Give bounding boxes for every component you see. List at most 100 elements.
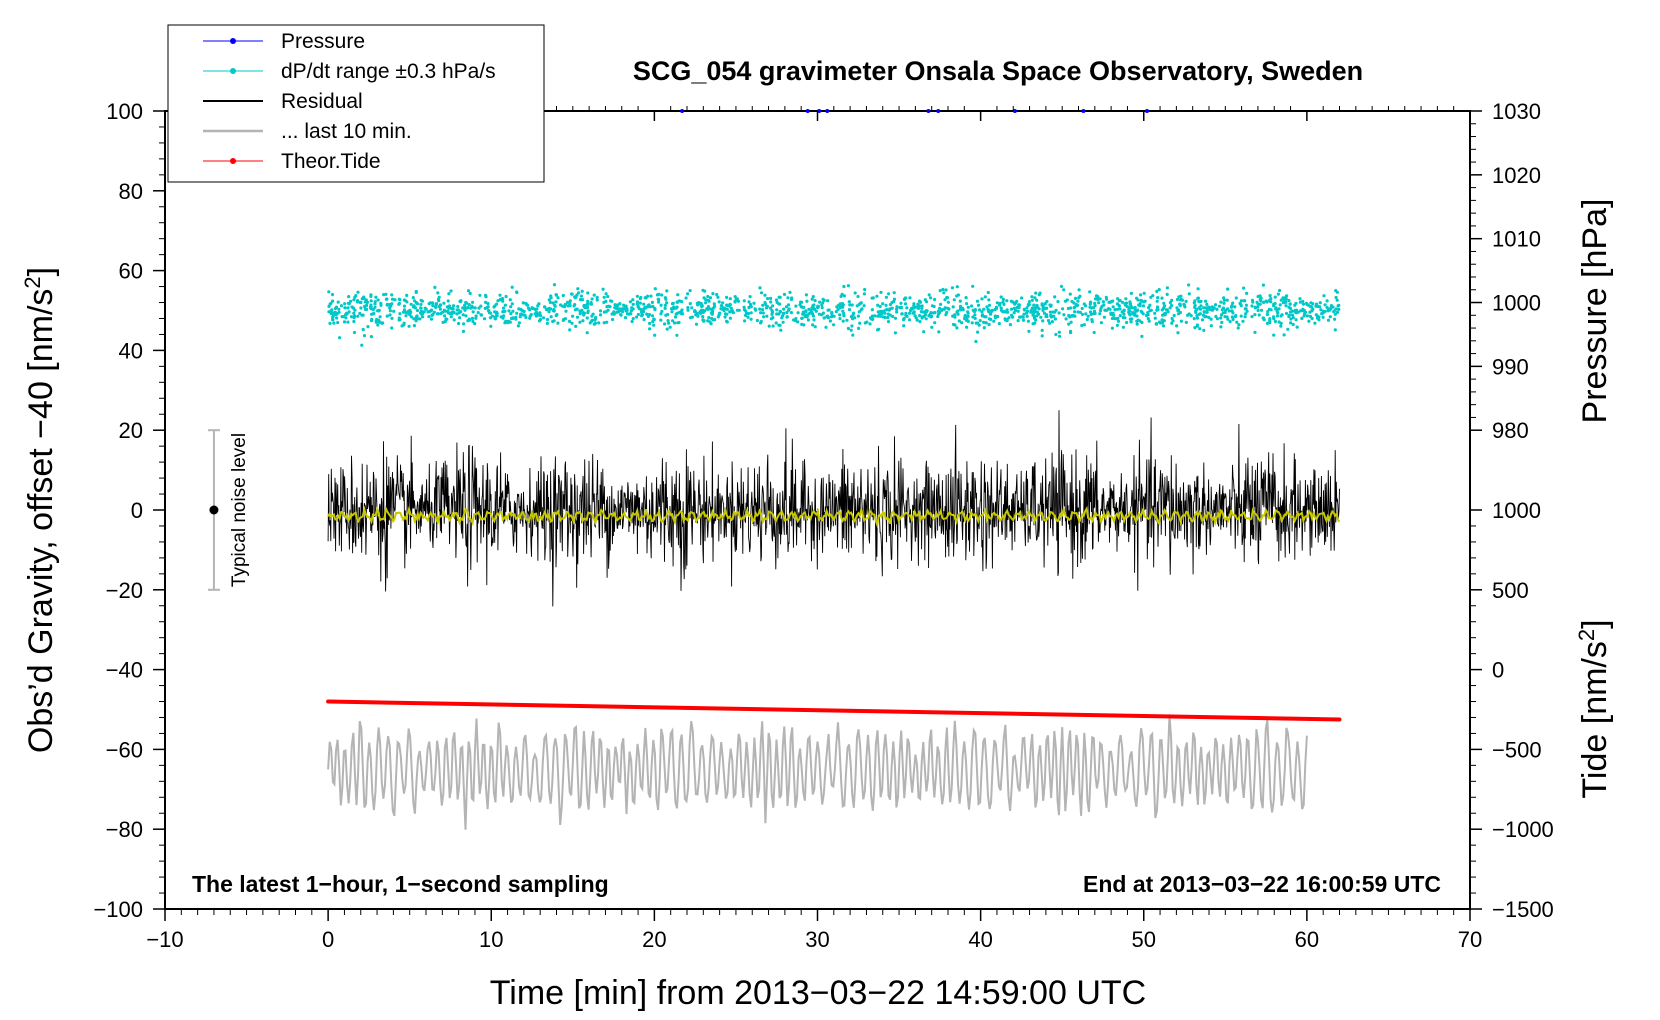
dpdt-point [1335,298,1339,302]
dpdt-point [1257,313,1261,317]
dpdt-point [1195,314,1199,318]
dpdt-point [459,310,463,314]
dpdt-point [515,311,519,315]
dpdt-point [610,299,614,303]
dpdt-point [1268,294,1272,298]
dpdt-point [936,314,940,319]
dpdt-point [356,299,360,303]
dpdt-point [1170,321,1174,325]
dpdt-point [1044,314,1048,319]
dpdt-point [806,318,811,322]
dpdt-point [1026,303,1030,307]
dpdt-point [709,307,713,311]
dpdt-point [356,290,360,294]
dpdt-point [749,302,753,307]
dpdt-point [1208,307,1212,312]
dpdt-point [574,295,578,299]
dpdt-point [842,294,847,298]
dpdt-point [853,291,857,295]
pressure-point [1012,109,1017,113]
dpdt-point [585,316,589,320]
dpdt-point [1259,296,1263,300]
dpdt-point [1016,309,1020,313]
dpdt-point [1277,320,1281,324]
dpdt-point [590,297,594,301]
dpdt-point [354,294,358,298]
dpdt-point [1289,317,1293,321]
dpdt-point [1099,321,1103,325]
residual-smoothed-line [327,505,1341,529]
dpdt-point [912,304,916,308]
dpdt-point [331,318,335,322]
dpdt-point [1050,320,1054,324]
dpdt-point [390,297,395,301]
dpdt-point [812,318,816,322]
dpdt-point [669,307,674,311]
dpdt-point [551,309,556,313]
dpdt-point [918,299,922,303]
dpdt-point [1057,311,1061,315]
dpdt-point [1113,316,1117,321]
dpdt-point [1032,303,1036,307]
dpdt-point [997,322,1001,326]
dpdt-point [515,290,519,294]
dpdt-point [580,289,584,293]
dpdt-point [818,300,822,304]
dpdt-point [727,304,732,308]
dpdt-point [908,296,912,300]
dpdt-point [375,317,379,322]
dpdt-point [1044,306,1048,310]
dpdt-point [814,309,818,313]
dpdt-point [347,310,351,314]
dpdt-point [510,285,514,289]
dpdt-point [1007,316,1011,320]
dpdt-point [1085,317,1089,322]
tide-tick-label: 500 [1492,578,1529,603]
dpdt-point [1215,307,1219,311]
dpdt-point [414,315,418,319]
x-tick-label: 60 [1295,927,1319,952]
dpdt-point [598,313,603,317]
dpdt-point [1256,308,1260,313]
dpdt-point [1030,306,1034,310]
dpdt-point [1202,310,1206,314]
dpdt-point [456,308,460,312]
dpdt-point [1243,315,1247,319]
dpdt-point [411,296,415,300]
legend-label-last10: ... last 10 min. [281,120,412,143]
dpdt-point [1102,303,1106,307]
dpdt-point [904,296,908,300]
dpdt-point [796,320,800,324]
dpdt-point [761,308,765,312]
dpdt-point [1155,299,1159,303]
dpdt-point [938,306,942,310]
dpdt-point [1127,308,1131,312]
dpdt-point [398,317,402,322]
dpdt-point [825,315,829,319]
dpdt-point [902,324,906,328]
dpdt-point [424,307,428,311]
dpdt-point [369,335,373,339]
dpdt-point [794,304,798,308]
dpdt-point [552,283,557,287]
dpdt-point [1069,306,1073,310]
dpdt-point [752,301,756,305]
dpdt-point [1101,300,1105,304]
dpdt-point [987,322,991,327]
dpdt-point [742,299,746,303]
dpdt-point [575,315,580,319]
dpdt-point [1067,314,1071,318]
dpdt-point [1025,309,1030,313]
dpdt-point [330,292,335,297]
dpdt-point [1279,314,1283,318]
dpdt-point [1138,319,1142,323]
dpdt-point [929,296,933,300]
dpdt-point [374,295,378,299]
dpdt-point [402,298,406,302]
dpdt-point [992,319,996,323]
dpdt-point [813,299,817,303]
dpdt-point [1121,315,1125,320]
dpdt-point [917,304,922,308]
dpdt-point [1317,315,1321,319]
dpdt-point [859,301,863,305]
